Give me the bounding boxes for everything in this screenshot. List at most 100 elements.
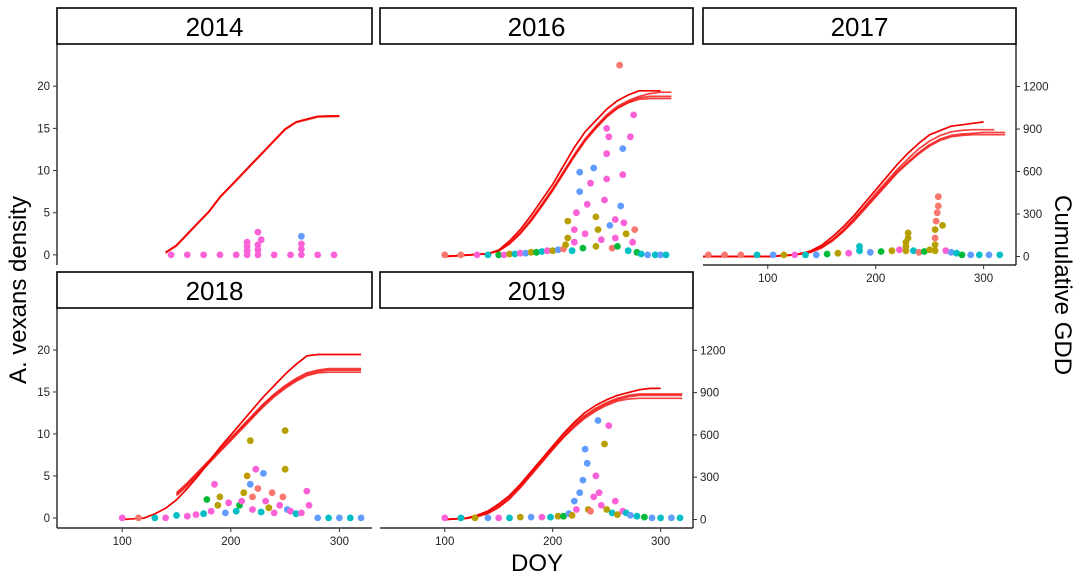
density-point-2016-39	[603, 124, 611, 132]
panel-title-2018: 2018	[186, 276, 244, 306]
density-point-2018-42	[305, 501, 313, 509]
density-point-2017-15	[866, 248, 874, 256]
density-point-2019-11	[554, 512, 562, 520]
panel-strip-2014	[56, 7, 373, 45]
density-point-2014-4	[216, 251, 224, 259]
y-tick-label-2018-15: 15	[37, 387, 50, 399]
density-point-2016-4	[484, 251, 492, 259]
density-point-2018-40	[298, 509, 305, 517]
density-point-2017-40	[958, 251, 966, 259]
y2-tick-label-2017-900: 900	[1023, 124, 1042, 136]
density-point-2016-56	[631, 226, 639, 234]
density-point-2019-24	[592, 472, 600, 480]
density-point-2019-17	[576, 489, 584, 497]
density-point-2017-44	[996, 251, 1004, 259]
density-point-2016-13	[538, 248, 546, 255]
density-point-2018-26	[254, 485, 262, 492]
panel-2016: 2016	[379, 7, 694, 259]
density-point-2019-15	[570, 497, 578, 505]
density-point-2016-52	[624, 247, 632, 255]
density-point-2019-26	[595, 489, 603, 497]
density-point-2019-36	[627, 512, 634, 519]
density-point-2016-23	[570, 226, 578, 234]
density-point-2017-37	[942, 247, 950, 255]
density-point-2014-15	[270, 251, 278, 259]
gdd-line-2017-2	[703, 128, 995, 258]
density-point-2018-14	[222, 509, 229, 517]
y-tick-label-2018-0: 0	[44, 513, 50, 525]
density-point-2017-25	[915, 248, 923, 256]
density-point-2018-24	[249, 506, 256, 513]
density-point-2018-25	[252, 465, 260, 473]
panel-2019: 2019	[379, 271, 694, 522]
density-point-2018-18	[238, 497, 246, 505]
density-point-2017-2	[721, 251, 728, 259]
gdd-line-2019-2	[444, 393, 683, 521]
density-point-2016-7	[506, 250, 513, 258]
density-point-2016-30	[587, 179, 594, 187]
density-point-2016-34	[594, 226, 602, 234]
density-point-2014-11	[254, 246, 262, 254]
density-point-2019-22	[587, 507, 594, 515]
density-point-2018-15	[225, 499, 233, 507]
y-tick-label-2014-0: 0	[44, 250, 50, 262]
density-point-2017-5	[769, 251, 777, 259]
density-point-2016-24	[573, 209, 580, 217]
density-point-2017-11	[834, 249, 842, 257]
x-tick-label-2019-200: 200	[543, 536, 562, 548]
density-point-2016-45	[614, 243, 621, 250]
density-point-2016-49	[619, 171, 627, 179]
density-point-2016-33	[592, 213, 600, 221]
density-point-2017-39	[953, 249, 960, 257]
x-tick-label-2017-300: 300	[974, 273, 993, 285]
y2-tick-label-2017-1200: 1200	[1023, 82, 1049, 94]
density-point-2018-10	[207, 507, 215, 515]
density-point-2019-28	[601, 440, 608, 448]
density-point-2017-36	[939, 222, 946, 229]
density-point-2016-18	[562, 241, 569, 249]
y2-tick-label-2019-1200: 1200	[700, 345, 726, 357]
density-point-2017-34	[934, 202, 942, 210]
density-point-2019-42	[676, 514, 684, 522]
density-point-2016-16	[554, 246, 562, 254]
gdd-line-2019-3	[444, 394, 683, 521]
density-point-2018-22	[246, 480, 254, 488]
density-point-2017-14	[856, 243, 863, 250]
density-point-2016-53	[627, 133, 634, 141]
density-point-2016-25	[576, 188, 584, 196]
density-point-2019-29	[603, 506, 611, 513]
density-point-2019-7	[516, 513, 524, 521]
density-point-2018-13	[216, 493, 224, 501]
density-point-2014-22	[330, 251, 338, 259]
density-point-2016-28	[581, 230, 589, 238]
x-axis-title: DOY	[511, 550, 563, 577]
density-point-2018-20	[243, 472, 251, 480]
density-point-2016-3	[473, 251, 481, 259]
density-point-2018-47	[357, 514, 365, 522]
y-tick-label-2014-10: 10	[37, 166, 50, 178]
y-axis-title: A. vexans density	[5, 196, 32, 384]
density-point-2017-26	[920, 248, 928, 255]
panel-strip-2019	[379, 271, 694, 309]
plot-area-2017	[703, 121, 1006, 259]
density-point-2018-36	[281, 465, 289, 473]
density-point-2017-30	[931, 234, 939, 242]
density-point-2016-35	[597, 236, 605, 244]
density-point-2017-10	[823, 250, 831, 258]
density-point-2018-9	[203, 496, 211, 503]
density-point-2016-12	[533, 248, 540, 256]
density-point-2019-30	[605, 422, 613, 429]
density-point-2016-44	[611, 216, 619, 223]
panel-2014: 2014	[56, 7, 373, 259]
secondary-y-axis-title: Cumulative GDD	[1049, 195, 1076, 375]
y2-tick-label-2017-300: 300	[1023, 209, 1042, 221]
gdd-line-2016-4	[444, 97, 672, 258]
density-point-2016-42	[608, 244, 616, 252]
density-point-2018-46	[346, 514, 354, 522]
panel-title-2016: 2016	[508, 12, 566, 42]
y2-tick-label-2019-900: 900	[700, 388, 719, 400]
density-point-2016-41	[606, 222, 614, 229]
density-point-2019-38	[641, 513, 648, 521]
